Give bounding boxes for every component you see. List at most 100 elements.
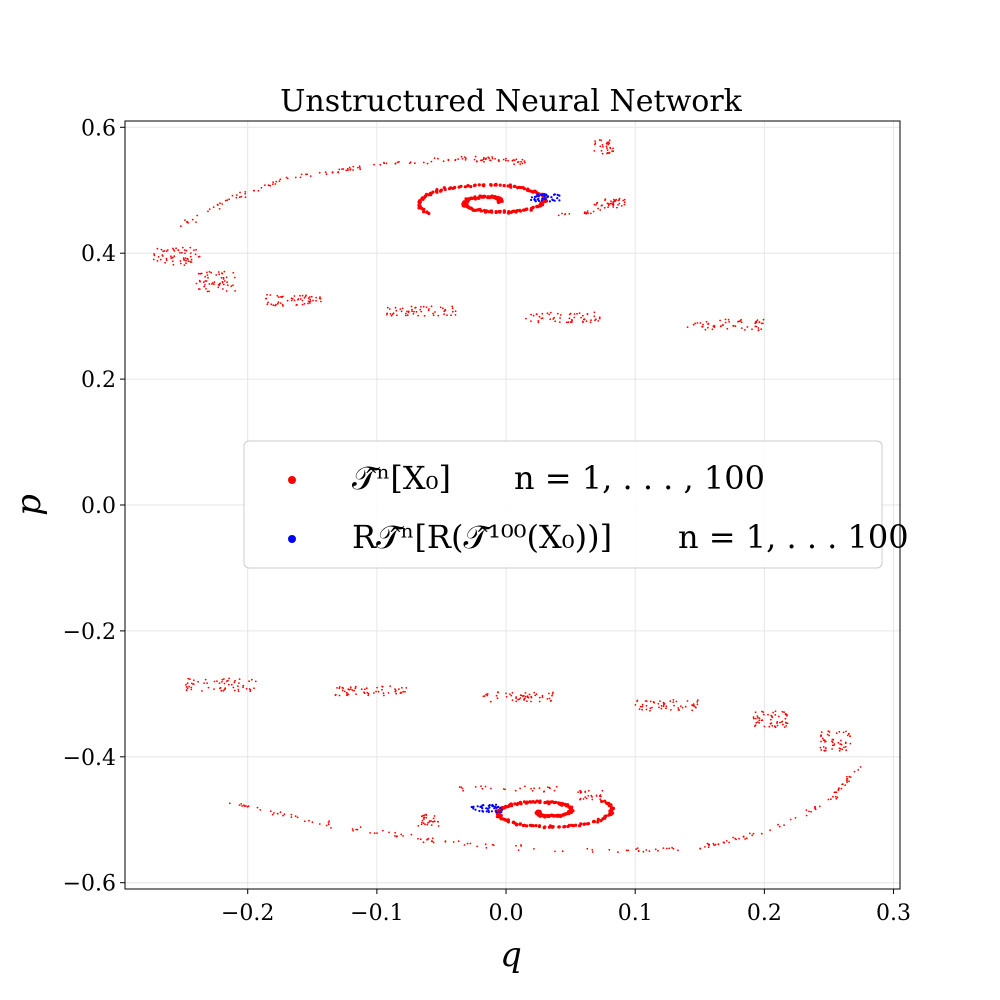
data-point xyxy=(190,261,193,263)
data-point xyxy=(230,285,233,288)
data-point xyxy=(552,318,555,320)
data-point xyxy=(530,313,532,316)
data-point xyxy=(173,250,176,252)
data-point xyxy=(600,799,604,804)
data-point xyxy=(530,700,532,703)
data-point xyxy=(518,822,522,826)
data-point xyxy=(211,283,213,285)
data-point xyxy=(838,749,841,752)
data-point xyxy=(320,300,322,303)
data-point xyxy=(179,262,182,265)
data-point xyxy=(396,314,398,317)
data-point xyxy=(200,272,203,275)
data-point xyxy=(574,823,578,827)
data-point xyxy=(568,213,571,215)
data-point xyxy=(217,204,219,206)
data-point xyxy=(164,261,167,264)
data-point xyxy=(198,255,201,258)
data-point xyxy=(849,776,852,778)
data-point xyxy=(422,210,426,214)
data-point xyxy=(754,711,757,714)
data-point xyxy=(489,183,493,187)
data-point xyxy=(227,683,230,686)
data-point xyxy=(242,684,245,687)
data-point xyxy=(165,250,168,253)
legend-entry-2-range: n = 1, . . . 100 xyxy=(678,518,909,556)
data-point xyxy=(270,303,273,306)
legend-entry-1-label: 𝒯̂ⁿ[X₀] xyxy=(352,459,451,497)
data-point xyxy=(820,734,823,737)
data-point xyxy=(649,707,652,710)
data-point xyxy=(160,248,163,251)
data-point xyxy=(175,247,178,250)
data-point xyxy=(432,314,435,317)
y-tick-label: −0.6 xyxy=(63,872,116,897)
data-point xyxy=(596,201,599,204)
data-point xyxy=(394,306,397,309)
data-point xyxy=(760,322,763,325)
legend-marker-blue xyxy=(288,535,296,543)
data-point xyxy=(528,189,532,193)
data-point xyxy=(426,162,429,165)
data-point xyxy=(222,288,224,290)
data-point xyxy=(672,847,675,850)
data-point xyxy=(785,725,788,727)
data-point xyxy=(566,803,570,807)
data-point xyxy=(707,326,709,329)
data-point xyxy=(203,285,206,288)
data-point xyxy=(404,314,407,317)
data-point xyxy=(784,713,787,716)
data-point xyxy=(559,314,562,316)
data-point xyxy=(444,309,447,312)
data-point xyxy=(497,691,499,694)
data-point xyxy=(662,705,665,708)
data-point xyxy=(720,325,722,328)
data-point xyxy=(457,158,460,161)
data-point xyxy=(181,246,184,249)
data-point xyxy=(343,690,346,693)
data-point xyxy=(185,686,188,688)
data-point xyxy=(556,801,561,805)
data-point xyxy=(219,687,221,690)
data-point xyxy=(199,280,202,283)
data-point xyxy=(513,802,517,806)
data-point xyxy=(672,699,675,701)
data-point xyxy=(265,297,268,300)
data-point xyxy=(491,157,494,160)
data-point xyxy=(237,690,240,693)
data-point xyxy=(220,276,223,279)
data-point xyxy=(832,795,834,798)
data-point xyxy=(665,705,668,708)
data-point xyxy=(617,851,619,854)
data-point xyxy=(334,694,337,697)
data-point xyxy=(767,713,769,716)
data-point xyxy=(223,682,226,685)
data-point xyxy=(507,159,509,162)
data-point xyxy=(610,200,612,203)
data-point xyxy=(410,305,413,308)
data-point xyxy=(421,819,424,822)
data-point xyxy=(751,328,753,331)
data-point xyxy=(223,678,225,680)
data-point xyxy=(726,327,729,330)
data-point xyxy=(375,690,377,693)
data-point xyxy=(541,312,544,315)
data-point xyxy=(202,281,205,283)
data-point xyxy=(502,210,507,214)
data-point xyxy=(172,247,174,250)
data-point xyxy=(821,737,824,740)
data-point xyxy=(223,688,226,691)
data-point xyxy=(524,697,526,700)
data-point xyxy=(363,692,366,695)
data-point xyxy=(609,803,613,807)
data-point xyxy=(427,837,430,840)
data-point xyxy=(603,799,607,803)
data-point xyxy=(190,686,193,689)
data-point xyxy=(686,700,689,702)
data-point xyxy=(300,173,303,176)
data-point xyxy=(221,272,224,275)
data-point xyxy=(422,161,425,164)
data-point xyxy=(539,201,544,205)
data-point xyxy=(245,687,248,690)
data-point xyxy=(185,689,188,692)
